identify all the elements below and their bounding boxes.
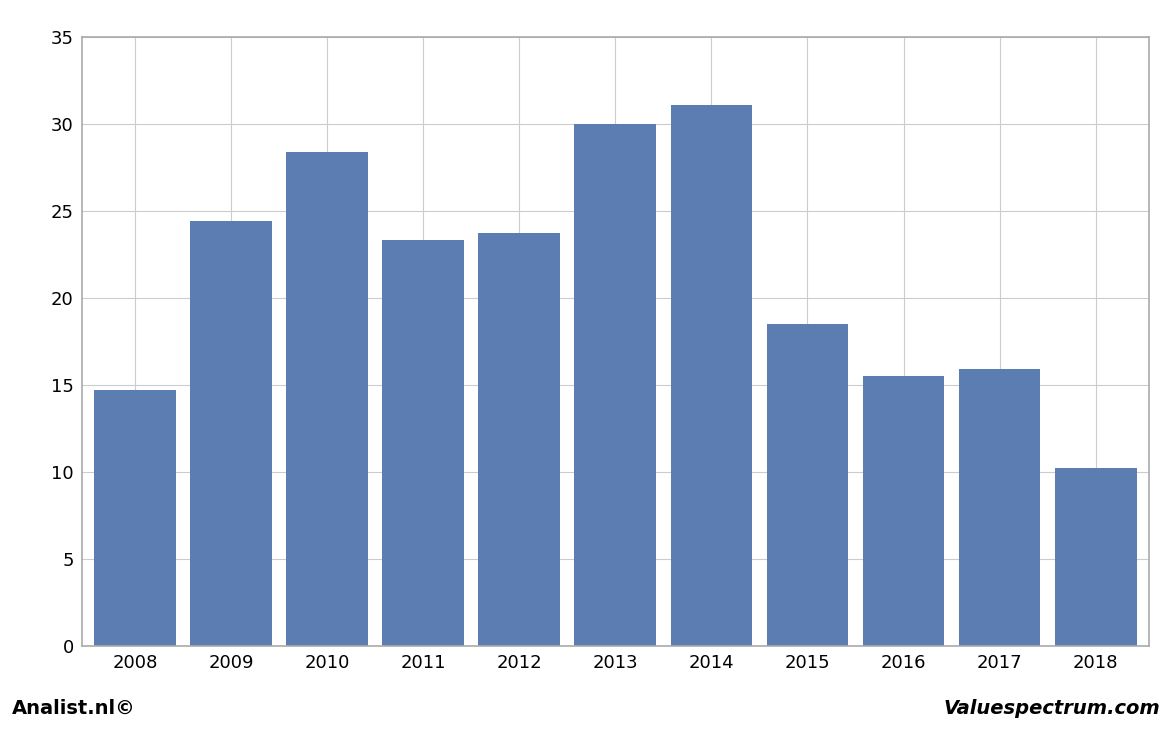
Bar [190, 221, 272, 646]
Bar [959, 369, 1041, 646]
Text: Valuespectrum.com: Valuespectrum.com [943, 699, 1160, 718]
Bar [1055, 468, 1137, 646]
Text: Analist.nl©: Analist.nl© [12, 699, 136, 718]
Bar [286, 152, 368, 646]
Bar [766, 324, 849, 646]
Bar [670, 104, 752, 646]
Bar [382, 240, 464, 646]
Bar [863, 376, 945, 646]
Bar [478, 233, 560, 646]
Bar [574, 124, 656, 646]
Bar [94, 390, 176, 646]
